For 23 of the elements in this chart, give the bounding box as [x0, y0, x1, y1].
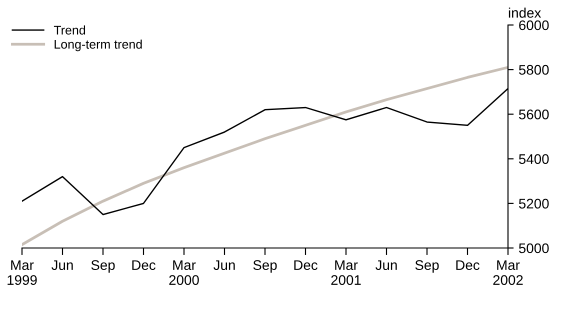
y-tick-label: 5800: [518, 64, 549, 75]
line-series: [22, 66, 508, 246]
y-axis-title: index: [508, 8, 542, 18]
x-tick-label: Dec: [456, 260, 480, 270]
legend-label: Trend: [54, 25, 86, 35]
y-tick-label: 5000: [518, 243, 549, 254]
x-tick-label: Dec: [294, 260, 318, 270]
x-tick-label: Mar 1999: [8, 260, 37, 285]
x-tick-label: Sep: [415, 260, 439, 273]
y-tick-label: 5600: [518, 110, 549, 120]
x-tick-label: Sep: [253, 260, 277, 273]
y-tick-label: 6000: [519, 20, 549, 30]
x-tick-label: Mar 2001: [331, 260, 361, 285]
y-tick-label: 5200: [518, 198, 549, 209]
x-tick-label: Jun: [376, 260, 397, 270]
x-tick-label: Sep: [91, 260, 115, 273]
x-tick-label: Jun: [214, 260, 235, 270]
y-tick-label: 5400: [518, 154, 549, 164]
x-tick-label: Jun: [52, 260, 73, 270]
x-tick-label: Mar 2000: [169, 260, 199, 285]
x-tick-label: Dec: [132, 260, 156, 270]
legend-label: Long-term trend: [54, 40, 142, 52]
x-tick-label: Mar 2002: [493, 260, 523, 285]
